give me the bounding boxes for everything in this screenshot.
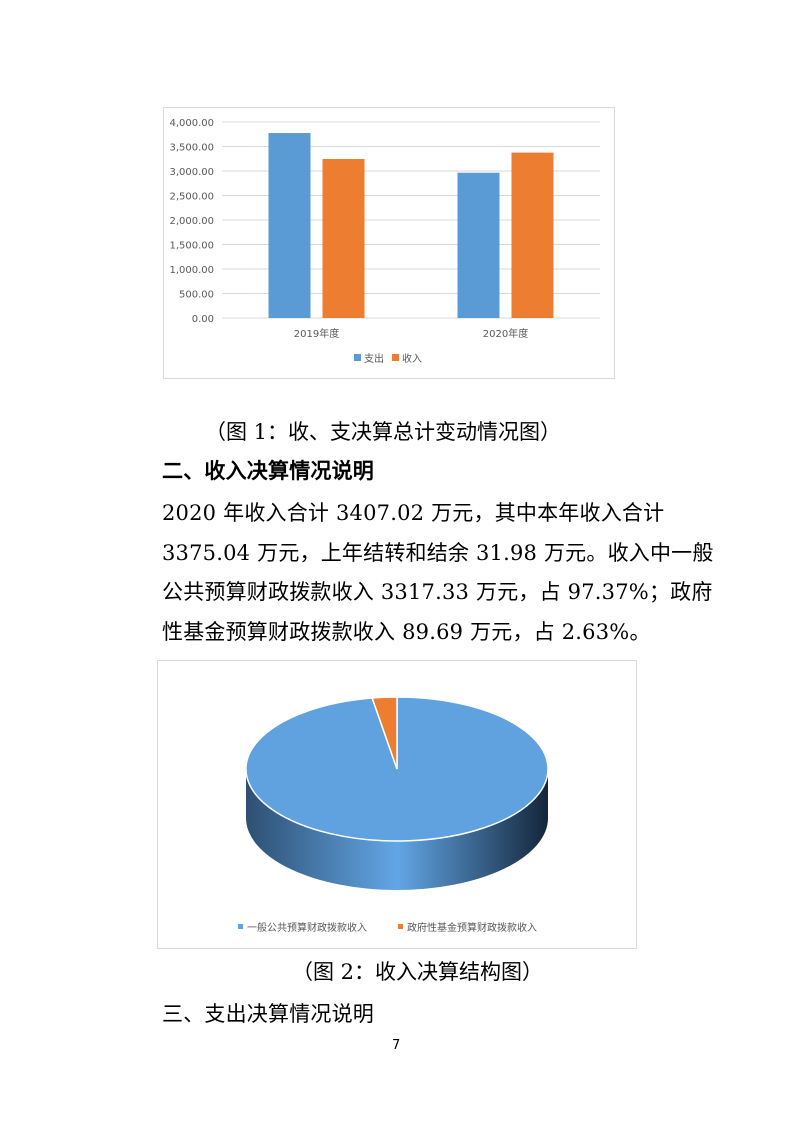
bar	[457, 172, 500, 318]
bar	[268, 133, 311, 318]
y-tick-label: 2,000.00	[169, 216, 214, 227]
section-3-heading: 三、支出决算情况说明	[162, 1002, 374, 1026]
legend-swatch	[398, 924, 403, 929]
x-tick-label: 2020年度	[483, 327, 528, 340]
paragraph-line-2: 3375.04 万元，上年结转和结余 31.98 万元。收入中一般	[162, 541, 714, 565]
paragraph-line-4: 性基金预算财政拨款收入 89.69 万元，占 2.63%。	[162, 620, 651, 644]
legend-label: 政府性基金预算财政拨款收入	[407, 921, 537, 934]
figure-1-caption: （图 1：收、支决算总计变动情况图）	[205, 420, 562, 444]
pie-slice	[371, 696, 398, 770]
pie-chart-svg: 一般公共预算财政拨款收入 政府性基金预算财政拨款收入	[238, 696, 549, 934]
y-tick-label: 0.00	[192, 314, 214, 325]
legend-swatch	[392, 354, 399, 361]
bar-chart-svg: 0.00 500.00 1,000.00 1,500.00 2,000.00 2,500.…	[169, 118, 600, 365]
page-number: 7	[392, 1038, 401, 1053]
y-tick-label: 1,500.00	[169, 241, 214, 252]
bar	[322, 158, 365, 318]
legend-label: 一般公共预算财政拨款收入	[247, 921, 367, 934]
legend-swatch	[354, 354, 361, 361]
y-tick-label: 1,000.00	[169, 265, 214, 276]
y-tick-label: 3,500.00	[169, 143, 214, 154]
pie-chart: 一般公共预算财政拨款收入 政府性基金预算财政拨款收入	[157, 660, 637, 949]
paragraph-line-1: 2020 年收入合计 3407.02 万元，其中本年收入合计	[162, 501, 665, 525]
pie-side	[246, 769, 548, 890]
legend-swatch	[238, 924, 243, 929]
y-tick-label: 2,500.00	[169, 192, 214, 203]
y-tick-label: 500.00	[179, 290, 214, 301]
bar-chart: 0.00 500.00 1,000.00 1,500.00 2,000.00 2,500.…	[163, 107, 615, 379]
y-tick-label: 4,000.00	[169, 118, 214, 129]
legend-label: 支出	[364, 352, 384, 365]
paragraph-line-3: 公共预算财政拨款收入 3317.33 万元，占 97.37%；政府	[162, 580, 713, 604]
x-tick-label: 2019年度	[294, 327, 339, 340]
y-tick-label: 3,000.00	[169, 167, 214, 178]
section-2-heading: 二、收入决算情况说明	[162, 459, 374, 483]
bar	[511, 152, 554, 318]
legend-label: 收入	[402, 352, 422, 365]
figure-2-caption: （图 2：收入决算结构图）	[292, 960, 544, 984]
